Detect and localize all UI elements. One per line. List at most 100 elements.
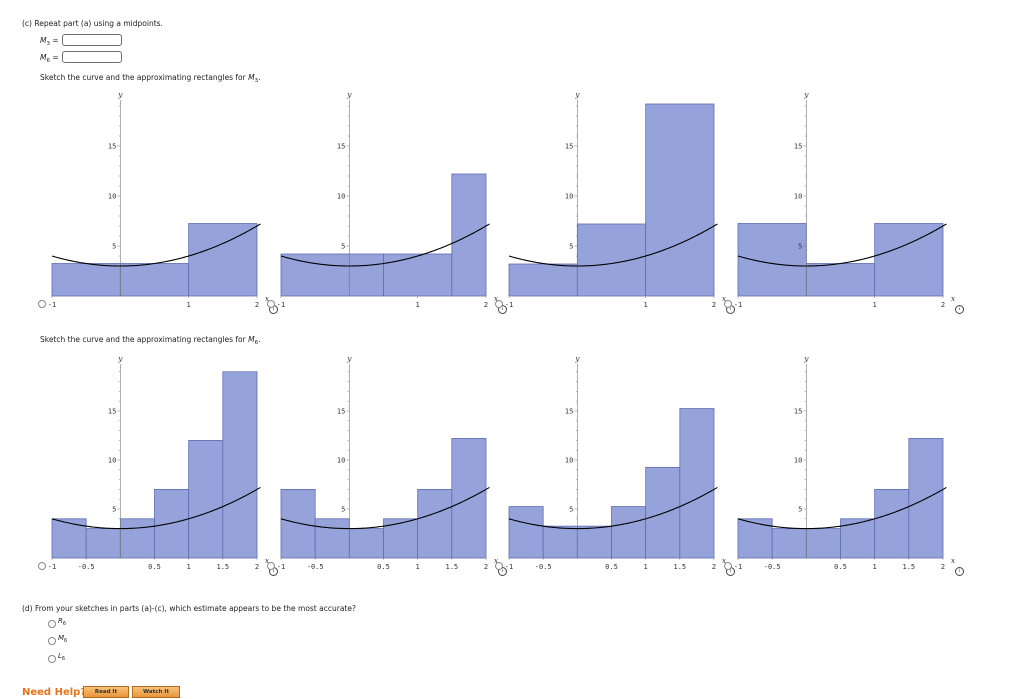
x-tick-label: 2 bbox=[941, 563, 945, 571]
y-tick-label: 15 bbox=[794, 408, 802, 416]
graph-choice-5-radio[interactable] bbox=[38, 562, 46, 570]
x-tick-label: 1 bbox=[416, 563, 420, 571]
y-axis-label: y bbox=[346, 354, 352, 363]
x-tick-label: -1 bbox=[505, 301, 513, 309]
approx-rectangle bbox=[314, 518, 350, 559]
y-tick-label: 15 bbox=[337, 408, 345, 416]
graph-choice-3: 5 10 15 y -1 1 2x bbox=[505, 90, 727, 309]
approx-rectangle bbox=[280, 253, 384, 297]
y-tick-label: 10 bbox=[565, 457, 573, 465]
approx-rectangle bbox=[645, 466, 681, 559]
m6-answer-input[interactable] bbox=[62, 51, 122, 63]
x-tick-label: 2 bbox=[484, 301, 488, 309]
graph-choice-7: 5 10 15 y -1 -0.5 0.5 1 1.5 2x bbox=[505, 354, 727, 571]
x-axis-label: x bbox=[265, 294, 270, 303]
y-tick-label: 10 bbox=[794, 193, 802, 201]
y-tick-label: 15 bbox=[565, 143, 573, 151]
y-tick-label: 10 bbox=[337, 193, 345, 201]
x-tick-label: 1 bbox=[873, 301, 877, 309]
info-icon[interactable]: i bbox=[955, 305, 964, 314]
option-l6-label: L6 bbox=[58, 652, 66, 662]
graph-choice-1-radio[interactable] bbox=[38, 300, 46, 308]
approx-rectangle bbox=[737, 223, 807, 297]
graph-choice-6: 5 10 15 y -1 -0.5 0.5 1 1.5 2x bbox=[277, 354, 499, 571]
approx-rectangle bbox=[508, 506, 544, 559]
x-axis-label: x bbox=[722, 294, 727, 303]
x-tick-label: -1 bbox=[734, 301, 742, 309]
x-tick-label: -0.5 bbox=[78, 563, 95, 571]
need-help-label: Need Help? bbox=[22, 687, 87, 698]
approx-rectangle bbox=[542, 525, 578, 559]
option-m6-radio[interactable] bbox=[48, 637, 56, 645]
approx-rectangle bbox=[188, 223, 258, 297]
watch-it-button[interactable]: Watch It bbox=[132, 686, 180, 698]
y-axis-label: y bbox=[574, 354, 580, 363]
approx-rectangle bbox=[51, 263, 121, 297]
y-axis-label: y bbox=[346, 90, 352, 99]
function-curve bbox=[280, 223, 490, 267]
approx-rectangle bbox=[576, 525, 612, 559]
graph-choice-8-radio[interactable] bbox=[724, 562, 732, 570]
y-tick-label: 5 bbox=[569, 506, 573, 514]
approx-rectangle bbox=[119, 518, 155, 559]
x-tick-label: -1 bbox=[734, 563, 742, 571]
graph-choice-3-radio[interactable] bbox=[495, 300, 503, 308]
option-l6-radio[interactable] bbox=[48, 655, 56, 663]
graph-choice-2-radio[interactable] bbox=[267, 300, 275, 308]
x-axis-label: x bbox=[265, 556, 270, 565]
y-tick-label: 10 bbox=[108, 457, 116, 465]
m6-label: M6 = bbox=[40, 53, 59, 64]
y-axis-label: y bbox=[803, 354, 809, 363]
y-tick-label: 10 bbox=[794, 457, 802, 465]
approx-rectangle bbox=[383, 253, 453, 297]
x-tick-label: -1 bbox=[277, 301, 285, 309]
x-tick-label: 1.5 bbox=[446, 563, 459, 571]
graph-choice-4-radio[interactable] bbox=[724, 300, 732, 308]
x-tick-label: -0.5 bbox=[764, 563, 781, 571]
sketch-m6-instruction: Sketch the curve and the approximating r… bbox=[40, 335, 261, 346]
approx-rectangle bbox=[51, 518, 87, 559]
function-curve bbox=[280, 486, 490, 530]
info-icon[interactable]: i bbox=[955, 567, 964, 576]
m3-answer-input[interactable] bbox=[62, 34, 122, 46]
approx-rectangle bbox=[805, 528, 841, 559]
x-tick-label: 1 bbox=[416, 301, 420, 309]
x-tick-label: 0.5 bbox=[148, 563, 161, 571]
y-tick-label: 15 bbox=[108, 143, 116, 151]
y-tick-label: 15 bbox=[337, 143, 345, 151]
option-r6-radio[interactable] bbox=[48, 620, 56, 628]
approx-rectangle bbox=[348, 528, 384, 559]
x-tick-label: 0.5 bbox=[605, 563, 618, 571]
y-tick-label: 15 bbox=[565, 408, 573, 416]
y-tick-label: 5 bbox=[341, 506, 345, 514]
x-tick-label: -1 bbox=[505, 563, 513, 571]
m3-label: M3 = bbox=[40, 36, 59, 47]
option-r6-label: R6 bbox=[58, 617, 67, 627]
option-m6-label: M6 bbox=[58, 634, 68, 644]
approx-rectangle bbox=[874, 223, 944, 297]
function-curve bbox=[737, 223, 947, 267]
x-tick-label: 2 bbox=[712, 301, 716, 309]
x-tick-label: -1 bbox=[48, 301, 56, 309]
x-tick-label: 2 bbox=[941, 301, 945, 309]
x-axis-label: x bbox=[951, 294, 956, 303]
approx-rectangle bbox=[576, 223, 647, 297]
x-tick-label: 1 bbox=[187, 563, 191, 571]
graph-choice-7-radio[interactable] bbox=[495, 562, 503, 570]
approx-rectangle bbox=[85, 528, 121, 559]
x-tick-label: 0.5 bbox=[834, 563, 847, 571]
graph-choice-1: 5 10 15 y -1 1 2x bbox=[48, 90, 270, 309]
x-tick-label: 1 bbox=[644, 301, 648, 309]
x-tick-label: -1 bbox=[277, 563, 285, 571]
x-tick-label: 2 bbox=[484, 563, 488, 571]
y-tick-label: 10 bbox=[337, 457, 345, 465]
y-tick-label: 5 bbox=[341, 243, 345, 251]
x-tick-label: 1 bbox=[187, 301, 191, 309]
read-it-button[interactable]: Read It bbox=[83, 686, 129, 698]
approx-rectangle bbox=[280, 488, 316, 559]
graph-choice-6-radio[interactable] bbox=[267, 562, 275, 570]
function-curve bbox=[51, 486, 261, 530]
x-tick-label: 2 bbox=[255, 301, 259, 309]
y-tick-label: 5 bbox=[798, 506, 802, 514]
approx-rectangle bbox=[679, 408, 715, 559]
